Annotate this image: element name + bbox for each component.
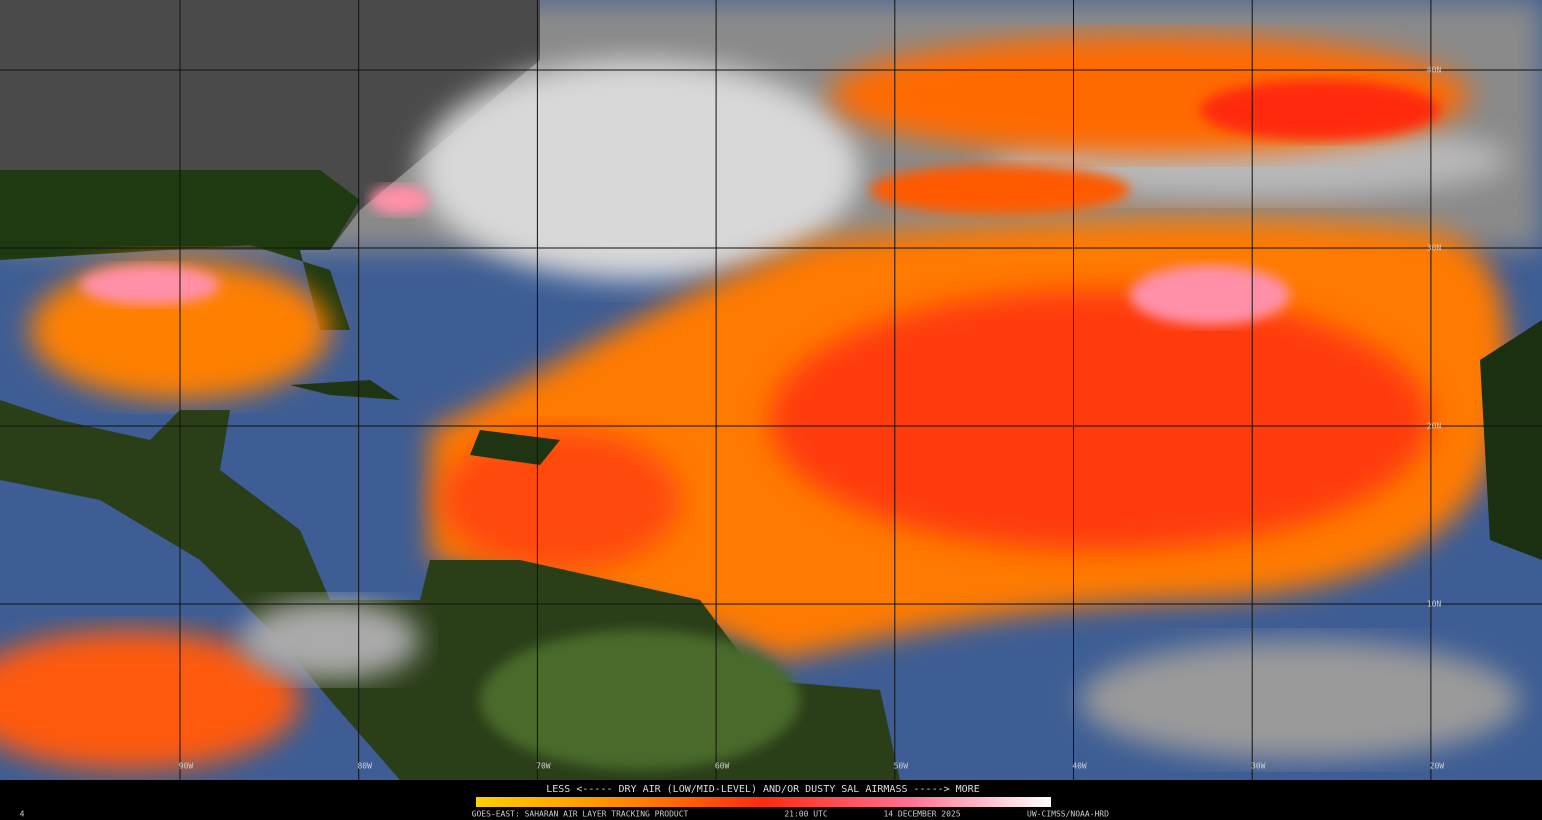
- longitude-label: 40W: [1072, 762, 1087, 771]
- image-date: 14 DECEMBER 2025: [883, 810, 960, 819]
- legend-caption: LESS <----- DRY AIR (LOW/MID-LEVEL) AND/…: [546, 784, 979, 795]
- latitude-label: 10N: [1427, 600, 1442, 609]
- longitude-label: 30W: [1251, 762, 1266, 771]
- product-name: GOES-EAST: SAHARAN AIR LAYER TRACKING PR…: [472, 810, 689, 819]
- valid-time: 21:00 UTC: [784, 810, 828, 819]
- color-bar: [476, 797, 1051, 807]
- corner-mark: 4: [20, 810, 25, 819]
- longitude-label: 70W: [536, 762, 551, 771]
- latitude-label: 30N: [1427, 244, 1442, 253]
- latitude-label: 40N: [1427, 66, 1442, 75]
- longitude-label: 60W: [715, 762, 730, 771]
- credit: UW-CIMSS/NOAA-HRD: [1027, 810, 1109, 819]
- latitude-label: 20N: [1427, 422, 1442, 431]
- longitude-label: 20W: [1430, 762, 1445, 771]
- lat-lon-grid: [0, 0, 1542, 780]
- longitude-label: 50W: [894, 762, 909, 771]
- longitude-label: 80W: [357, 762, 372, 771]
- imagery: [0, 0, 1542, 780]
- longitude-label: 90W: [179, 762, 194, 771]
